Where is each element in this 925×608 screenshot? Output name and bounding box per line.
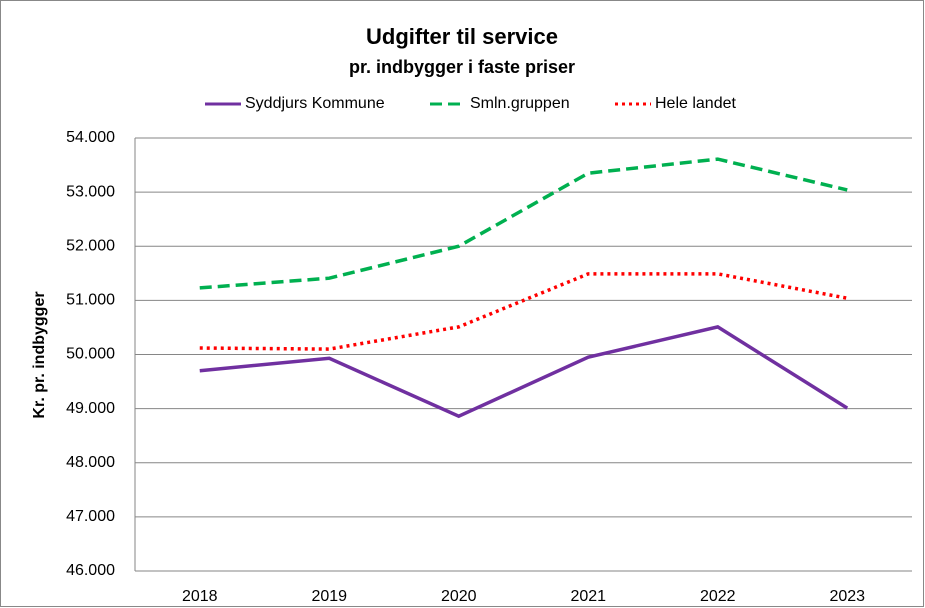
x-tick-label: 2021 xyxy=(570,588,606,605)
y-tick-label: 47.000 xyxy=(66,508,115,525)
y-tick-label: 53.000 xyxy=(66,183,115,200)
series-line xyxy=(199,272,848,351)
legend-label: Syddjurs Kommune xyxy=(245,95,385,112)
x-tick-label: 2022 xyxy=(700,588,736,605)
x-tick-label: 2023 xyxy=(829,588,865,605)
y-tick-label: 50.000 xyxy=(66,346,115,363)
y-tick-label: 48.000 xyxy=(66,454,115,471)
y-tick-label: 51.000 xyxy=(66,292,115,309)
y-tick-label: 46.000 xyxy=(66,562,115,579)
chart-title: Udgifter til service xyxy=(366,24,558,49)
legend-label: Hele landet xyxy=(655,95,737,112)
x-tick-label: 2020 xyxy=(441,588,477,605)
series-line xyxy=(199,325,849,419)
x-tick-label: 2019 xyxy=(311,588,347,605)
y-tick-label: 52.000 xyxy=(66,237,115,254)
y-tick-label: 49.000 xyxy=(66,400,115,417)
y-axis-label: Kr. pr. indbygger xyxy=(31,291,48,418)
series-line xyxy=(199,157,848,290)
chart-subtitle: pr. indbygger i faste priser xyxy=(349,57,575,77)
y-tick-label: 54.000 xyxy=(66,129,115,146)
x-tick-label: 2018 xyxy=(182,588,218,605)
legend-label: Smln.gruppen xyxy=(470,95,570,112)
